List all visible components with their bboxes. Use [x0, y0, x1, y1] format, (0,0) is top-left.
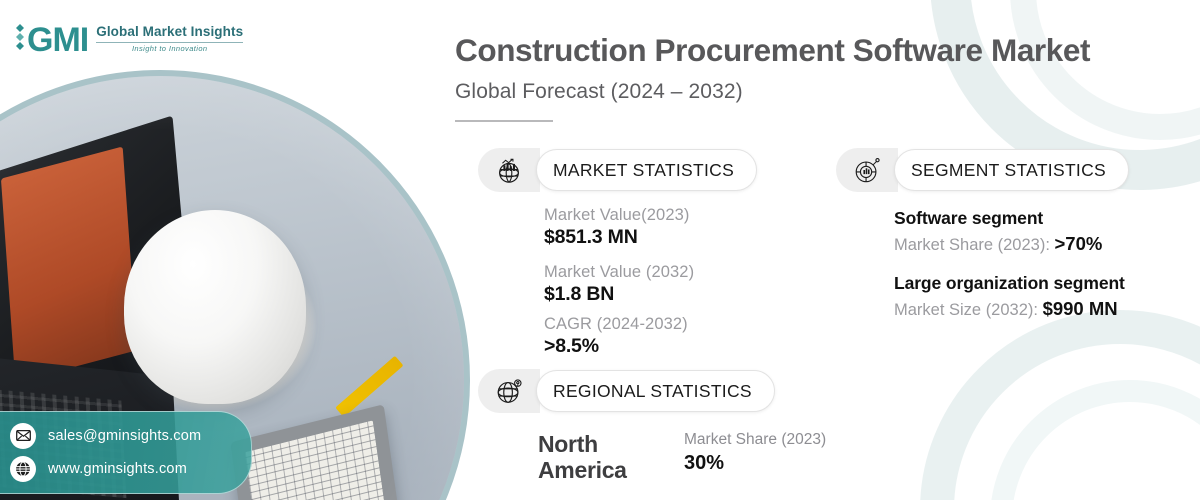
region-share-label: Market Share (2023)	[684, 431, 827, 448]
market-value-2023-value: $851.3 MN	[544, 226, 638, 248]
logo-company-name: Global Market Insights	[96, 24, 244, 39]
segment-statistics-body: Software segment Market Share (2023): >7…	[836, 208, 1129, 320]
large-org-segment-line: Market Size (2032): $990 MN	[894, 298, 1129, 320]
logo-mark-group: GMI	[14, 20, 89, 59]
logo-text-block: Global Market Insights Insight to Innova…	[96, 24, 244, 54]
title-divider	[455, 120, 553, 122]
segment-block-software: Software segment Market Share (2023): >7…	[894, 208, 1129, 255]
cagr-value: >8.5%	[544, 335, 599, 357]
market-stat-row: Market Value (2032) $1.8 BN	[544, 263, 757, 306]
globe-pin-icon	[478, 369, 540, 413]
section-regional-statistics: REGIONAL STATISTICS North America Market…	[478, 369, 826, 483]
spacer	[544, 306, 757, 315]
region-share-value: 30%	[684, 452, 725, 474]
regional-statistics-body: North America Market Share (2023) 30%	[478, 431, 826, 483]
large-org-size-value: $990 MN	[1042, 298, 1118, 319]
segment-statistics-label: SEGMENT STATISTICS	[894, 149, 1130, 191]
gmi-diamond-icon	[14, 22, 27, 57]
contact-website-text[interactable]: www.gminsights.com	[48, 460, 187, 477]
decorative-arc-bottom-right-outer	[920, 310, 1200, 500]
contact-email-text[interactable]: sales@gminsights.com	[48, 427, 202, 444]
brand-logo[interactable]: GMI Global Market Insights Insight to In…	[14, 20, 244, 59]
cagr-label: CAGR (2024-2032)	[544, 315, 688, 333]
logo-wordmark-gmi: GMI	[27, 20, 89, 59]
logo-tagline: Insight to Innovation	[131, 43, 208, 53]
segment-statistics-header: SEGMENT STATISTICS	[836, 148, 1130, 192]
market-value-2032-label: Market Value (2032)	[544, 263, 695, 281]
logo-divider	[96, 41, 244, 43]
envelope-icon	[10, 422, 36, 449]
contact-email-row[interactable]: sales@gminsights.com	[10, 419, 241, 452]
software-share-label: Market Share (2023):	[894, 236, 1055, 254]
segment-block-large-organization: Large organization segment Market Size (…	[894, 273, 1129, 320]
photo-hard-hat	[123, 209, 306, 405]
market-statistics-body: Market Value(2023) $851.3 MN Market Valu…	[478, 206, 757, 358]
regional-icon-backdrop	[478, 369, 540, 413]
region-share-group: Market Share (2023) 30%	[684, 431, 826, 475]
globe-bar-chart-icon	[478, 148, 540, 192]
large-org-segment-title: Large organization segment	[894, 273, 1125, 293]
regional-statistics-header: REGIONAL STATISTICS	[478, 369, 826, 413]
market-value-2023-label: Market Value(2023)	[544, 206, 690, 224]
regional-statistics-label: REGIONAL STATISTICS	[536, 370, 775, 412]
section-segment-statistics: SEGMENT STATISTICS Software segment Mark…	[836, 148, 1130, 338]
spacer	[544, 249, 757, 263]
software-segment-line: Market Share (2023): >70%	[894, 233, 1129, 255]
region-name: North America	[538, 431, 627, 484]
market-value-2032-value: $1.8 BN	[544, 283, 615, 305]
decorative-arc-bottom-right-inner	[990, 380, 1200, 500]
donut-chart-target-icon	[836, 148, 898, 192]
market-statistics-label: MARKET STATISTICS	[536, 149, 758, 191]
section-market-statistics: MARKET STATISTICS Market Value(2023) $85…	[478, 148, 758, 358]
market-statistics-header: MARKET STATISTICS	[478, 148, 758, 192]
market-stat-row: CAGR (2024-2032) >8.5%	[544, 315, 757, 358]
header: Construction Procurement Software Market…	[455, 32, 1091, 122]
market-stat-row: Market Value(2023) $851.3 MN	[544, 206, 757, 249]
software-segment-title: Software segment	[894, 208, 1044, 228]
page-title: Construction Procurement Software Market	[455, 32, 1091, 68]
software-share-value: >70%	[1054, 233, 1103, 254]
page-subtitle: Global Forecast (2024 – 2032)	[455, 80, 743, 103]
large-org-size-label: Market Size (2032):	[894, 301, 1043, 319]
contact-website-row[interactable]: www.gminsights.com	[10, 452, 241, 485]
contact-panel: sales@gminsights.com www.gminsights.com	[0, 411, 252, 494]
globe-icon	[10, 455, 36, 482]
